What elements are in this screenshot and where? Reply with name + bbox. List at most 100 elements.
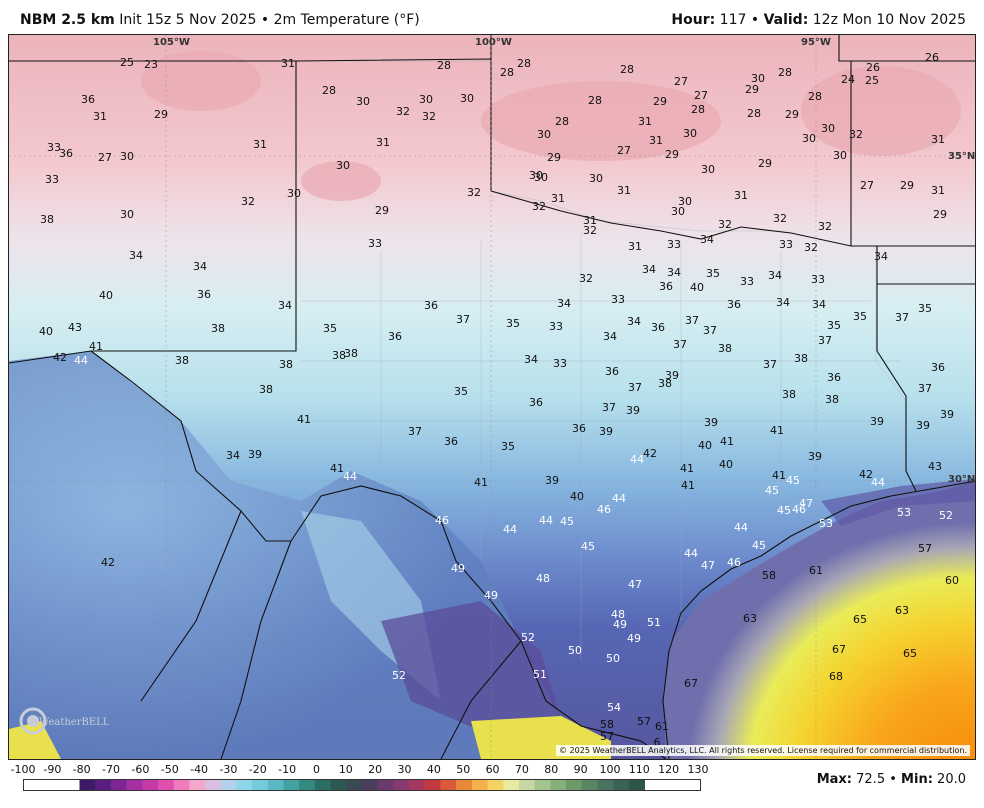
temperature-value: 33	[779, 238, 793, 251]
temperature-value: 42	[859, 468, 873, 481]
temperature-value: 57	[637, 715, 651, 728]
temperature-value: 49	[627, 632, 641, 645]
colorbar-swatch	[252, 780, 269, 790]
temperature-value: 42	[53, 351, 67, 364]
temperature-value: 39	[248, 448, 262, 461]
temperature-value: 35	[706, 267, 720, 280]
colorbar-tick: -10	[278, 763, 297, 776]
temperature-value: 32	[718, 218, 732, 231]
temperature-value: 31	[281, 57, 295, 70]
temperature-value: 63	[743, 612, 757, 625]
temperature-value: 32	[422, 110, 436, 123]
temperature-value: 38	[40, 213, 54, 226]
temperature-value: 33	[47, 141, 61, 154]
temperature-value: 27	[860, 179, 874, 192]
temperature-value: 29	[745, 83, 759, 96]
temperature-value: 34	[557, 297, 571, 310]
colorbar-swatch	[189, 780, 206, 790]
temperature-value: 44	[74, 354, 88, 367]
temperature-value: 35	[827, 319, 841, 332]
temperature-value: 32	[818, 220, 832, 233]
temperature-value: 36	[651, 321, 665, 334]
temperature-value: 45	[786, 474, 800, 487]
temperature-map[interactable]: 105°W 100°W 95°W 35°N 30°N 25 23 31 28 28 28 2…	[8, 34, 976, 760]
valid-time-header: Hour: 117 • Valid: 12z Mon 10 Nov 2025	[671, 12, 966, 28]
temperature-value: 28	[322, 84, 336, 97]
temperature-value: 25	[120, 56, 134, 69]
pink-cold-patches	[141, 51, 961, 201]
temperature-value: 34	[226, 449, 240, 462]
temperature-value: 30	[537, 128, 551, 141]
temperature-value: 35	[454, 385, 468, 398]
temperature-value: 35	[853, 310, 867, 323]
temperature-value: 37	[628, 381, 642, 394]
temperature-value: 39	[916, 419, 930, 432]
stats-separator: •	[889, 772, 897, 787]
temperature-value: 29	[154, 108, 168, 121]
temperature-value: 49	[613, 618, 627, 631]
init-time: Init 15z 5 Nov 2025	[119, 12, 257, 28]
temperature-value: 57	[918, 542, 932, 555]
colorbar-swatch	[236, 780, 253, 790]
colorbar-swatch	[346, 780, 363, 790]
temperature-value: 39	[808, 450, 822, 463]
temperature-value: 43	[68, 321, 82, 334]
colorbar-swatch	[550, 780, 567, 790]
temperature-value: 60	[945, 574, 959, 587]
temperature-value: 29	[547, 151, 561, 164]
temperature-value: 44	[343, 470, 357, 483]
temperature-value: 32	[773, 212, 787, 225]
temperature-value: 49	[451, 562, 465, 575]
temperature-value: 48	[536, 572, 550, 585]
temperature-value: 33	[667, 238, 681, 251]
temperature-value: 28	[555, 115, 569, 128]
colorbar-tick: 130	[687, 763, 709, 776]
temperature-value: 40	[570, 490, 584, 503]
logo-text: WeatherBELL	[39, 717, 109, 728]
temperature-value: 45	[752, 539, 766, 552]
colorbar-swatch	[456, 780, 473, 790]
temperature-value: 39	[940, 408, 954, 421]
temperature-value: 54	[607, 701, 621, 714]
colorbar-swatch	[518, 780, 536, 790]
hour-separator: •	[750, 12, 760, 28]
temperature-value: 33	[45, 173, 59, 186]
temperature-value: 36	[81, 93, 95, 106]
colorbar-tick: -40	[190, 763, 209, 776]
temperature-value: 68	[829, 670, 843, 683]
temperature-value: 32	[241, 195, 255, 208]
lon-label-95w: 95°W	[801, 37, 831, 48]
temperature-value: 34	[193, 260, 207, 273]
colorbar-tick: 60	[485, 763, 500, 776]
temperature-value: 36	[827, 371, 841, 384]
colorbar-tick: 70	[514, 763, 529, 776]
temperature-value: 41	[474, 476, 488, 489]
temperature-value: 32	[583, 224, 597, 237]
temperature-value: 38	[825, 393, 839, 406]
temperature-value: 30	[287, 187, 301, 200]
temperature-value: 33	[740, 275, 754, 288]
temperature-value: 28	[691, 103, 705, 116]
temperature-colorbar	[23, 779, 701, 791]
temperature-value: 27	[694, 89, 708, 102]
temperature-value: 30	[751, 72, 765, 85]
colorbar-tick: 120	[658, 763, 680, 776]
temperature-value: 58	[762, 569, 776, 582]
temperature-value: 47	[701, 559, 715, 572]
valid-label: Valid:	[763, 12, 809, 28]
temperature-value: 34	[812, 298, 826, 311]
temperature-value: 30	[678, 195, 692, 208]
temperature-value: 30	[120, 208, 134, 221]
temperature-value: 29	[665, 148, 679, 161]
temperature-value: 46	[792, 503, 806, 516]
colorbar-tick: -30	[219, 763, 238, 776]
temperature-value: 45	[560, 515, 574, 528]
temperature-value: 46	[727, 556, 741, 569]
coastal-cold-band	[821, 479, 975, 526]
temperature-value: 33	[811, 273, 825, 286]
temperature-value: 37	[703, 324, 717, 337]
hour-label: Hour:	[671, 12, 716, 28]
temperature-value: 65	[853, 613, 867, 626]
temperature-value: 38	[279, 358, 293, 371]
colorbar-tick: -90	[43, 763, 62, 776]
